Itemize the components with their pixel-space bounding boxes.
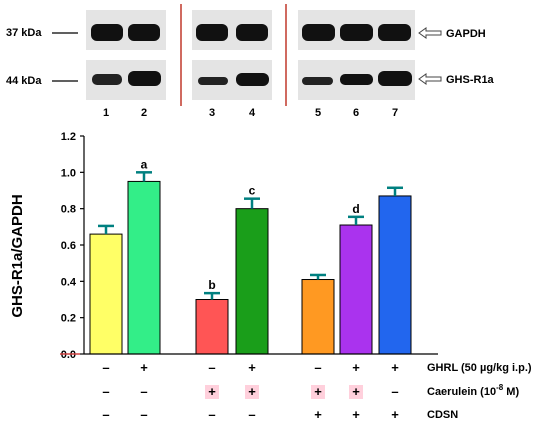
ghsr1a-bands [92,71,412,86]
condition-sign: + [352,360,360,375]
gapdh-band [340,24,373,41]
gapdh-bands [91,24,411,41]
gapdh-band [196,24,228,41]
bar [89,233,123,355]
condition-sign: – [391,384,398,399]
bar-chart: GHS-R1a/GAPDH 0.0 0.2 0.4 0.6 0.8 1.0 1.2 a b c d [9,131,438,361]
significance-label: c [249,184,256,198]
y-axis-label: GHS-R1a/GAPDH [9,194,26,317]
y-tick-label: 0.4 [61,276,77,288]
condition-sign: + [314,384,322,399]
lane-number: 1 [103,107,109,119]
significance-label: d [352,202,359,216]
gapdh-band [236,24,268,41]
condition-sign: + [248,360,256,375]
y-tick-label: 1.2 [61,131,76,143]
ghsr1a-band [340,74,373,85]
condition-sign: + [352,407,360,422]
gapdh-band [302,24,335,41]
significance-label: b [208,278,215,292]
bar [195,299,229,355]
ghsr1a-band [302,77,333,85]
highlight [311,385,325,399]
condition-sign: – [140,407,147,422]
bar [235,208,269,355]
ghsr1a-band [128,71,161,86]
y-tick-label: 0.6 [61,240,76,252]
arrow-icon [418,73,442,85]
lane-number: 2 [141,107,147,119]
y-tick-label: 0.8 [61,204,76,216]
bars: a b c d [89,157,412,355]
lane-number: 5 [315,107,321,119]
protein-label-ghsr1a: GHS-R1a [446,74,495,86]
lane-number: 3 [209,107,215,119]
condition-sign: – [102,407,109,422]
condition-label: GHRL (50 µg/kg i.p.) [427,362,532,374]
bar [301,279,335,355]
condition-sign: – [102,360,109,375]
condition-sign: – [102,384,109,399]
condition-label: CDSN [427,409,458,421]
condition-sign: + [314,407,322,422]
y-axis: 0.0 0.2 0.4 0.6 0.8 1.0 1.2 [61,131,84,361]
y-tick-label: 0.2 [61,313,76,325]
ghsr1a-band [198,77,228,85]
condition-sign: + [208,384,216,399]
ghsr1a-band [378,71,412,86]
highlight [205,385,219,399]
highlight [245,385,259,399]
western-blot: 37 kDa 44 kDa GAPDH GHS-R1a 1 2 3 4 5 6 7 [6,4,495,119]
condition-sign: – [248,407,255,422]
condition-sign: – [208,407,215,422]
condition-sign: + [391,360,399,375]
y-tick-label: 0.0 [61,349,76,361]
bar [378,195,412,355]
y-tick-label: 1.0 [61,167,76,179]
condition-sign: + [391,407,399,422]
arrow-icon [418,27,442,39]
lane-number: 7 [392,107,398,119]
bar [127,180,161,355]
condition-table: – + – + – + + GHRL (50 µg/kg i.p.) – – + + + + – Caerul… [102,360,531,422]
lane-numbers: 1 2 3 4 5 6 7 [103,107,398,119]
gapdh-band [91,24,123,41]
gapdh-band [378,24,411,41]
lane-number: 6 [353,107,359,119]
condition-sign: – [314,360,321,375]
marker-label-44: 44 kDa [6,75,42,87]
marker-label-37: 37 kDa [6,27,42,39]
condition-sign: – [140,384,147,399]
condition-sign: + [352,384,360,399]
ghsr1a-band [92,74,122,85]
condition-label: Caerulein (10-8 M) [427,383,519,398]
gapdh-band [128,24,160,41]
bar [339,224,373,355]
significance-label: a [141,157,148,171]
condition-sign: + [140,360,148,375]
lane-number: 4 [249,107,256,119]
condition-sign: – [208,360,215,375]
highlight [349,385,363,399]
protein-label-gapdh: GAPDH [446,28,486,40]
ghsr1a-band [236,73,269,86]
condition-sign: + [248,384,256,399]
